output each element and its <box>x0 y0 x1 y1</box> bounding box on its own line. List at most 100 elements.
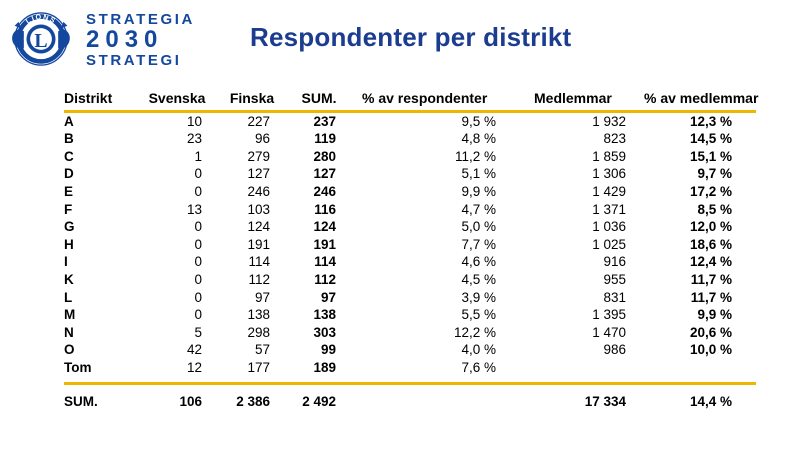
cell-distrikt: D <box>64 166 74 182</box>
cell-medlemmar: 916 <box>603 254 626 270</box>
cell-svenska: 42 <box>186 342 202 358</box>
cell-distrikt: N <box>64 324 74 340</box>
column-header-sum: SUM. <box>288 90 350 113</box>
cell-distrikt: H <box>64 236 74 252</box>
cell-finska: 127 <box>247 166 270 182</box>
svg-text:LIONS: LIONS <box>24 12 58 26</box>
cell-finska: 114 <box>248 254 270 270</box>
table-row: D 0 127 127 5,1 % 1 306 9,7 % <box>64 165 756 183</box>
wordmark-strategia: STRATEGIA <box>86 11 195 28</box>
cell-svenska: 0 <box>194 236 202 252</box>
cell-finska: 246 <box>247 183 270 199</box>
cell-pct-medl: 14,5 % <box>689 131 732 147</box>
table-row: C 1 279 280 11,2 % 1 859 15,1 % <box>64 148 756 166</box>
cell-finska: 96 <box>254 131 270 147</box>
cell-medlemmar: 986 <box>603 342 626 358</box>
table-row: L 0 97 97 3,9 % 831 11,7 % <box>64 289 756 307</box>
cell-svenska: 1 <box>194 148 202 164</box>
svg-text:L: L <box>34 30 47 52</box>
column-header-distrikt: Distrikt <box>64 90 138 113</box>
cell-pct-medl: 11,7 % <box>690 271 732 287</box>
cell-medlemmar: 1 025 <box>592 236 626 252</box>
cell-distrikt: B <box>64 131 74 147</box>
cell-distrikt: I <box>64 254 68 270</box>
cell-pct-resp: 9,9 % <box>461 183 496 199</box>
column-header-pct-medl: % av medlemmar <box>638 90 758 113</box>
cell-medlemmar: 1 371 <box>592 201 626 217</box>
cell-pct-medl: 8,5 % <box>697 201 732 217</box>
cell-pct-medl: 9,7 % <box>697 166 732 182</box>
cell-distrikt: L <box>64 289 73 305</box>
cell-finska: 191 <box>247 236 270 252</box>
cell-sum: 189 <box>313 359 336 375</box>
table-row: Tom 12 177 189 7,6 % <box>64 359 756 377</box>
column-header-medlemmar: Medlemmar <box>532 90 638 113</box>
total-cell-sum: 2 492 <box>288 381 350 411</box>
cell-medlemmar: 1 470 <box>592 324 626 340</box>
table-header-row: Distrikt Svenska Finska SUM. % av respon… <box>64 90 758 113</box>
total-cell-pct-medl: 14,4 % <box>638 381 756 411</box>
cell-svenska: 5 <box>194 324 202 340</box>
cell-pct-resp: 9,5 % <box>461 113 496 129</box>
cell-distrikt: G <box>64 219 75 235</box>
cell-distrikt: E <box>64 183 74 199</box>
cell-svenska: 0 <box>194 219 202 235</box>
table-row: M 0 138 138 5,5 % 1 395 9,9 % <box>64 306 756 324</box>
cell-pct-resp: 4,5 % <box>461 271 496 287</box>
cell-finska: 177 <box>247 359 270 375</box>
strategia-wordmark: STRATEGIA 2030 STRATEGI <box>86 10 195 68</box>
cell-pct-medl: 12,4 % <box>689 254 732 270</box>
column-header-svenska: Svenska <box>138 90 216 113</box>
cell-medlemmar: 1 859 <box>592 148 626 164</box>
cell-sum: 116 <box>314 201 336 217</box>
table-total-row: SUM. 106 2 386 2 492 17 334 14,4 % <box>64 381 756 411</box>
respondents-table-container: Distrikt Svenska Finska SUM. % av respon… <box>64 90 758 411</box>
cell-finska: 57 <box>254 342 270 358</box>
cell-medlemmar: 823 <box>603 131 626 147</box>
cell-sum: 114 <box>314 254 336 270</box>
table-row: N 5 298 303 12,2 % 1 470 20,6 % <box>64 324 756 342</box>
cell-medlemmar: 1 932 <box>592 113 626 129</box>
page-title: Respondenter per distrikt <box>250 22 572 52</box>
cell-pct-resp: 11,2 % <box>454 148 496 164</box>
cell-distrikt: F <box>64 201 73 217</box>
cell-medlemmar: 955 <box>603 271 626 287</box>
cell-pct-medl: 11,7 % <box>690 289 732 305</box>
cell-pct-resp: 5,1 % <box>461 166 496 182</box>
table-row: I 0 114 114 4,6 % 916 12,4 % <box>64 253 756 271</box>
total-cell-pct-resp <box>350 381 532 411</box>
cell-pct-medl: 9,9 % <box>697 307 732 323</box>
cell-svenska: 12 <box>186 359 202 375</box>
cell-pct-medl: 18,6 % <box>689 236 732 252</box>
cell-sum: 127 <box>313 166 336 182</box>
cell-pct-resp: 5,5 % <box>461 307 496 323</box>
cell-svenska: 23 <box>186 131 202 147</box>
table-row: O 42 57 99 4,0 % 986 10,0 % <box>64 341 756 359</box>
cell-medlemmar: 1 429 <box>592 183 626 199</box>
cell-medlemmar: 1 036 <box>592 219 626 235</box>
cell-distrikt: A <box>64 113 74 129</box>
table-row: K 0 112 112 4,5 % 955 11,7 % <box>64 271 756 289</box>
cell-sum: 112 <box>314 271 336 287</box>
table-row: F 13 103 116 4,7 % 1 371 8,5 % <box>64 201 756 219</box>
cell-svenska: 0 <box>194 166 202 182</box>
table-row: G 0 124 124 5,0 % 1 036 12,0 % <box>64 218 756 236</box>
cell-pct-resp: 12,2 % <box>453 324 496 340</box>
column-header-finska: Finska <box>216 90 288 113</box>
cell-pct-medl: 17,2 % <box>689 183 732 199</box>
wordmark-strategi: STRATEGI <box>86 52 182 69</box>
cell-medlemmar: 1 395 <box>592 307 626 323</box>
cell-pct-resp: 3,9 % <box>461 289 496 305</box>
table-row: B 23 96 119 4,8 % 823 14,5 % <box>64 130 756 148</box>
cell-pct-resp: 5,0 % <box>461 219 496 235</box>
cell-distrikt: O <box>64 342 75 358</box>
table-row: A 10 227 237 9,5 % 1 932 12,3 % <box>64 111 756 130</box>
cell-sum: 191 <box>313 236 336 252</box>
cell-medlemmar: 1 306 <box>592 166 626 182</box>
cell-finska: 103 <box>247 201 270 217</box>
cell-finska: 138 <box>247 307 270 323</box>
cell-pct-medl: 12,3 % <box>689 113 732 129</box>
cell-pct-medl: 12,0 % <box>689 219 732 235</box>
cell-distrikt: M <box>64 307 76 323</box>
total-cell-svenska: 106 <box>138 381 216 411</box>
